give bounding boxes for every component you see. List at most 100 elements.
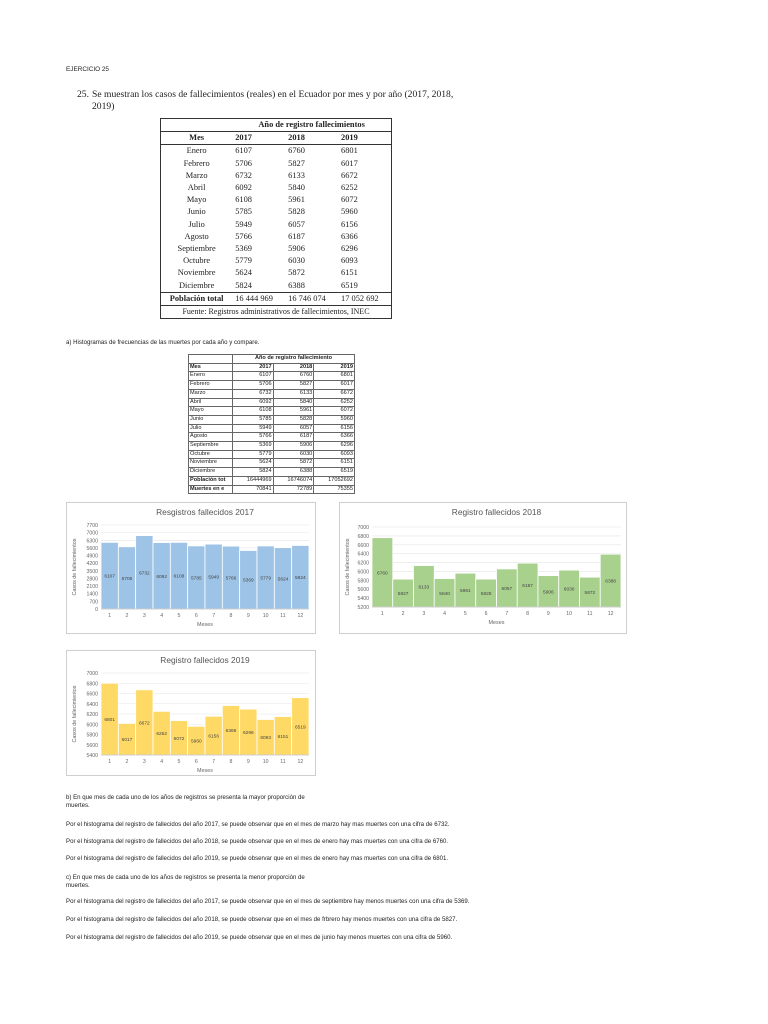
- x-tick-label: 3: [422, 611, 425, 617]
- data-label: 5961: [460, 588, 471, 594]
- y-tick-label: 4900: [86, 554, 98, 560]
- y-tick-label: 5400: [86, 753, 98, 759]
- question-c-line-2: muertes.: [66, 882, 90, 889]
- x-tick-label: 9: [247, 613, 250, 619]
- x-tick-label: 8: [526, 611, 529, 617]
- data-label: 6108: [174, 574, 185, 580]
- y-tick-label: 6000: [357, 569, 369, 575]
- book-table-value: 6133: [288, 170, 305, 180]
- y-tick-label: 6400: [86, 702, 98, 708]
- y-tick-label: 6300: [86, 538, 98, 544]
- chart-2017: Resgistros fallecidos 2017 0 700 1400 2100 28…: [66, 502, 316, 634]
- answer-c-2018: Por el histograma del registro de fallec…: [66, 916, 458, 923]
- problem-number: 25.: [77, 89, 89, 100]
- x-tick-label: 11: [587, 611, 592, 617]
- excel-table-row: Julio 5949 6057 6156: [188, 423, 355, 434]
- y-tick-label: 5600: [86, 546, 98, 552]
- data-label: 5827: [398, 591, 409, 597]
- excel-table-value: 6151: [313, 458, 355, 469]
- answer-b-2019: Por el histograma del registro de fallec…: [66, 855, 449, 862]
- data-label: 6133: [419, 584, 430, 590]
- x-tick-label: 9: [247, 759, 250, 765]
- book-table-month: Abril: [187, 183, 206, 193]
- x-tick-label: 2: [402, 611, 405, 617]
- y-tick-label: 5200: [357, 605, 369, 611]
- x-tick-label: 4: [160, 759, 163, 765]
- data-label: 6760: [377, 570, 388, 576]
- data-label: 6151: [278, 734, 289, 740]
- y-tick-label: 5800: [86, 733, 98, 739]
- excel-table-value: 5624: [231, 458, 274, 469]
- y-tick-label: 4200: [86, 561, 98, 567]
- book-table-year: 2018: [285, 131, 339, 146]
- x-tick-label: 6: [195, 759, 198, 765]
- excel-table-month: Julio: [188, 423, 233, 434]
- excel-table-value: 5949: [231, 423, 274, 434]
- y-tick-label: 5600: [357, 587, 369, 593]
- book-table-value: 5961: [288, 195, 305, 205]
- book-table-value: 6108: [235, 195, 252, 205]
- book-table-value: 5779: [235, 256, 252, 266]
- data-label: 5624: [278, 576, 289, 582]
- excel-table-month: Noviembre: [188, 458, 233, 469]
- book-table-value: 6388: [288, 280, 305, 290]
- book-table-value: 6801: [341, 146, 358, 156]
- excel-table-month: Mayo: [188, 406, 233, 416]
- data-label: 6093: [260, 735, 271, 741]
- x-tick-label: 7: [505, 611, 508, 617]
- data-label: 5872: [585, 590, 596, 596]
- excel-table-value: 5824: [231, 467, 274, 477]
- book-table-value: 6057: [288, 219, 305, 229]
- data-label: 6092: [156, 574, 167, 580]
- excel-table-row: Noviembre 5624 5872 6151: [188, 458, 355, 469]
- chart-2019: Registro fallecidos 2019 5400 5600 5800 6000…: [66, 650, 316, 776]
- x-tick-label: 6: [195, 613, 198, 619]
- excel-table-col-mes: Mes: [188, 362, 233, 373]
- question-a: a) Histogramas de frecuencias de las mue…: [66, 339, 260, 346]
- excel-table-value: 6057: [272, 423, 315, 434]
- problem-line-1: Se muestran los casos de fallecimientos …: [92, 89, 454, 100]
- question-b-line-2: muertes.: [66, 802, 90, 809]
- x-tick-label: 12: [297, 613, 303, 619]
- book-table-value: 5824: [235, 280, 252, 290]
- book-total-value: 17 052 692: [338, 291, 392, 307]
- y-tick-label: 2800: [86, 576, 98, 582]
- data-label: 6107: [104, 574, 115, 580]
- data-label: 5779: [260, 575, 271, 581]
- excel-table-row: Junio 5785 5828 5960: [188, 414, 355, 425]
- data-label: 6388: [605, 579, 616, 585]
- excel-table-row: Octubre 5779 6030 6093: [188, 449, 355, 460]
- y-tick-label: 0: [95, 607, 98, 613]
- y-axis-label: Casos de fallecimientos: [72, 685, 78, 742]
- x-tick-label: 8: [230, 613, 233, 619]
- y-tick-label: 7000: [86, 671, 98, 677]
- y-tick-label: 6800: [357, 534, 369, 540]
- data-label: 6732: [139, 570, 150, 576]
- excel-table-value: 5960: [313, 414, 355, 425]
- answer-c-2017: Por el histograma del registro de fallec…: [66, 898, 470, 905]
- excel-table-row: Agosto 5766 6187 6366: [188, 432, 355, 443]
- x-tick-label: 11: [280, 759, 285, 765]
- data-label: 5960: [191, 739, 202, 745]
- excel-table-month: Febrero: [188, 380, 233, 390]
- book-total-value: 16 444 969: [232, 291, 286, 307]
- excel-table-value: 6107: [231, 371, 274, 382]
- book-table-row: Junio 5785 5828 5960: [161, 206, 392, 218]
- excel-table-value: 6093: [313, 449, 355, 460]
- y-tick-label: 6200: [86, 712, 98, 718]
- x-tick-label: 3: [143, 613, 146, 619]
- book-table-value: 5706: [235, 158, 252, 168]
- excel-table-row: Diciembre 5824 6388 6519: [188, 467, 355, 477]
- excel-table-year: 2018: [272, 362, 315, 373]
- x-tick-label: 7: [212, 613, 215, 619]
- book-table-value: 6519: [341, 280, 358, 290]
- data-label: 6030: [564, 587, 575, 593]
- excel-table-value: 5828: [272, 414, 315, 425]
- data-label: 6156: [208, 734, 219, 740]
- data-label: 5906: [543, 589, 554, 595]
- excel-table-month: Septiembre: [188, 441, 233, 451]
- y-tick-label: 2100: [86, 584, 98, 590]
- book-table-col-mes: Mes: [160, 131, 233, 146]
- excel-table-month: Octubre: [188, 449, 233, 460]
- book-table-value: 5766: [235, 231, 252, 241]
